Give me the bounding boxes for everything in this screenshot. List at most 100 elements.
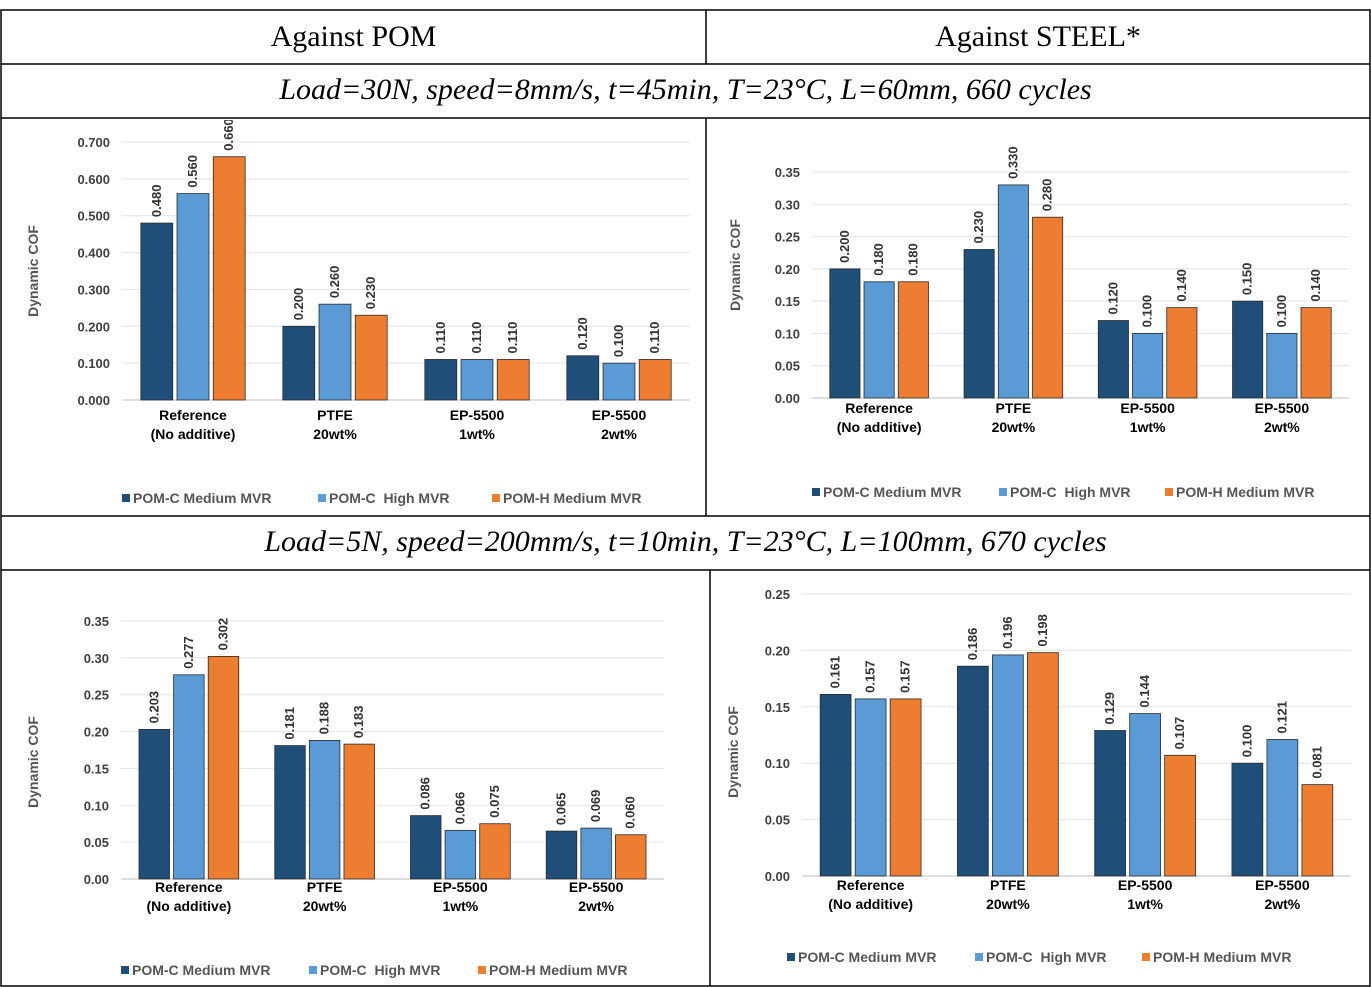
data-label: 0.183 <box>351 706 366 739</box>
bar <box>212 156 246 401</box>
data-label: 0.110 <box>433 322 448 354</box>
legend-entry: POM-C Medium MVR <box>798 949 936 965</box>
category-label: Reference <box>155 879 223 895</box>
y-tick-label: 0.00 <box>775 391 800 406</box>
y-tick-label: 0.20 <box>775 262 800 277</box>
data-label: 0.100 <box>1274 295 1289 328</box>
category-label: PTFE <box>317 407 353 423</box>
legend-swatch <box>309 966 317 974</box>
data-label: 0.100 <box>611 325 626 358</box>
category-label: EP-5500 <box>1120 400 1175 416</box>
data-label: 0.277 <box>181 636 196 669</box>
bar <box>173 674 205 880</box>
legend-swatch <box>999 488 1007 496</box>
y-tick-label: 0.10 <box>765 756 790 771</box>
bar <box>207 655 240 880</box>
data-label: 0.140 <box>1174 269 1189 302</box>
legend-swatch <box>478 966 486 974</box>
legend-entry: POM-C High MVR <box>320 962 441 978</box>
category-label: 2wt% <box>1264 896 1300 912</box>
bar <box>1129 713 1161 877</box>
y-tick-label: 0.25 <box>765 587 790 602</box>
category-label: EP-5500 <box>569 879 624 895</box>
y-tick-label: 0.000 <box>77 393 110 408</box>
category-label: 20wt% <box>313 426 357 442</box>
bar <box>889 698 922 877</box>
y-axis-label: Dynamic COF <box>727 219 743 311</box>
y-tick-label: 0.25 <box>775 230 800 245</box>
bar <box>1132 333 1164 399</box>
bar <box>318 303 352 401</box>
legend-entry: POM-H Medium MVR <box>503 490 641 506</box>
bar <box>545 830 578 880</box>
y-tick-label: 0.20 <box>84 725 109 740</box>
y-axis-label: Dynamic COF <box>25 225 41 317</box>
data-label: 0.144 <box>1137 674 1152 707</box>
legend-entry: POM-C Medium MVR <box>823 484 961 500</box>
data-label: 0.200 <box>291 288 306 321</box>
bar <box>1266 333 1298 399</box>
y-tick-label: 0.25 <box>84 688 109 703</box>
bar <box>1231 762 1264 877</box>
data-label: 0.110 <box>469 322 484 354</box>
bar <box>1097 320 1129 399</box>
category-label: PTFE <box>307 879 343 895</box>
data-label: 0.157 <box>898 660 913 693</box>
data-label: 0.180 <box>905 243 920 276</box>
legend-entry: POM-C High MVR <box>986 949 1107 965</box>
data-label: 0.100 <box>1140 295 1155 328</box>
y-tick-label: 0.400 <box>77 246 110 261</box>
bar <box>343 743 375 880</box>
header-against-pom: Against POM <box>270 20 437 53</box>
y-tick-label: 0.15 <box>84 761 109 776</box>
y-tick-label: 0.00 <box>765 869 790 884</box>
chart-steel-load30: 0.00 0.05 0.10 0.15 0.20 0.25 0.30 0.35 Dynamic … <box>727 146 1349 500</box>
bar <box>615 834 647 880</box>
data-label: 0.121 <box>1274 701 1289 734</box>
bar <box>997 184 1029 399</box>
bar <box>897 281 929 399</box>
category-label: 1wt% <box>442 898 478 914</box>
y-tick-label: 0.700 <box>77 135 110 150</box>
data-label: 0.107 <box>1172 717 1187 750</box>
data-label: 0.196 <box>1000 616 1015 649</box>
bar <box>460 359 494 401</box>
legend-swatch <box>122 494 130 502</box>
category-label: EP-5500 <box>1118 877 1173 893</box>
data-label: 0.129 <box>1102 692 1117 725</box>
category-label: (No additive) <box>837 419 922 435</box>
data-label: 0.480 <box>149 185 164 218</box>
bar <box>854 698 887 877</box>
data-label: 0.230 <box>363 277 378 310</box>
legend-entry: POM-C Medium MVR <box>132 962 270 978</box>
category-label: 1wt% <box>459 426 495 442</box>
y-axis-label: Dynamic COF <box>725 706 741 798</box>
bar <box>602 362 636 401</box>
y-tick-label: 0.300 <box>77 282 110 297</box>
bar <box>1266 739 1299 877</box>
data-label: 0.060 <box>623 796 638 829</box>
data-label: 0.140 <box>1308 269 1323 302</box>
chart-pom-load5: 0.00 0.05 0.10 0.15 0.20 0.25 0.30 0.35 Dynamic … <box>25 614 664 978</box>
data-label: 0.066 <box>452 792 467 825</box>
data-label: 0.180 <box>871 243 886 276</box>
data-label: 0.161 <box>828 656 843 689</box>
data-label: 0.330 <box>1005 146 1020 179</box>
category-label: Reference <box>845 400 913 416</box>
bar <box>1164 754 1196 877</box>
data-label: 0.069 <box>588 790 603 823</box>
bar <box>138 728 170 880</box>
category-label: 2wt% <box>578 898 614 914</box>
data-label: 0.200 <box>837 230 852 263</box>
data-label: 0.110 <box>647 322 662 354</box>
bar <box>1027 652 1059 877</box>
y-tick-label: 0.35 <box>84 614 109 629</box>
chart-pom-load30: 0.000 0.100 0.200 0.300 0.400 0.500 0.600 0.700… <box>25 120 690 506</box>
bar <box>566 355 600 401</box>
bar <box>496 359 530 401</box>
category-label: EP-5500 <box>450 407 505 423</box>
category-label: (No additive) <box>146 898 231 914</box>
legend-swatch <box>975 953 983 961</box>
legend-swatch <box>812 488 820 496</box>
bar <box>957 665 989 877</box>
